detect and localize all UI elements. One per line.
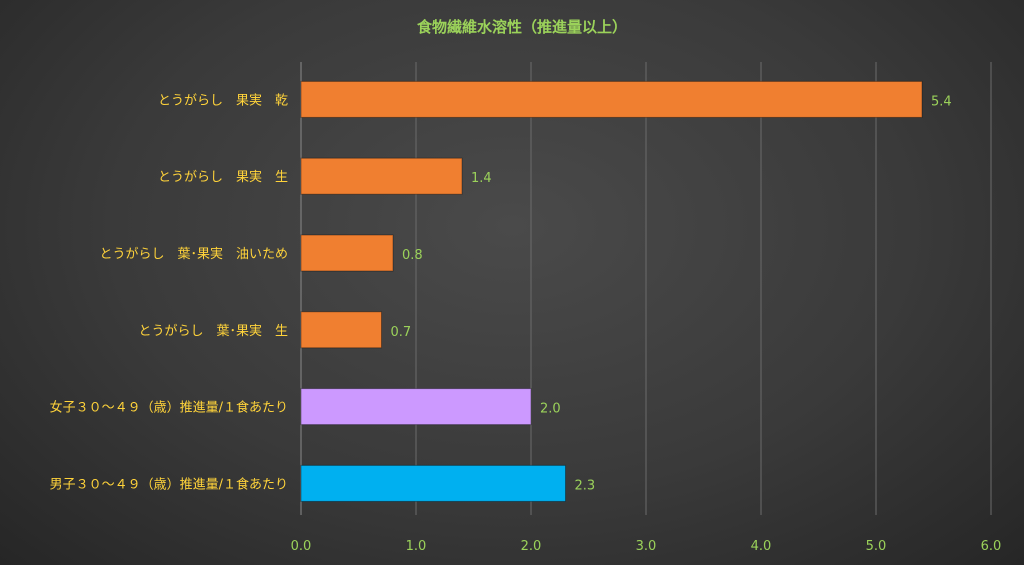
value-label: 1.4	[471, 171, 492, 186]
chart-title: 食物繊維水溶性（推進量以上）	[417, 18, 627, 36]
bar	[300, 311, 382, 349]
bar	[300, 388, 532, 426]
value-label: 5.4	[931, 94, 952, 109]
category-label: とうがらし 果実 乾	[158, 92, 288, 108]
category-label: とうがらし 果実 生	[158, 169, 288, 185]
x-tick-label: 4.0	[751, 539, 772, 554]
x-axis-ticks: 0.0 1.0 2.0 3.0 4.0 5.0 6.0	[291, 539, 1002, 554]
category-label: とうがらし 葉･果実 油いため	[99, 246, 288, 262]
value-label: 2.0	[540, 402, 561, 417]
x-tick-label: 0.0	[291, 539, 312, 554]
value-labels: 5.4 1.4 0.8 0.7 2.0 2.3	[391, 94, 952, 493]
x-tick-label: 3.0	[636, 539, 657, 554]
bar	[300, 464, 566, 502]
bars	[300, 80, 923, 502]
x-tick-label: 2.0	[521, 539, 542, 554]
category-label: 男子３０～４９（歳）推進量/１食あたり	[50, 476, 288, 492]
bar	[300, 157, 463, 195]
value-label: 0.7	[391, 325, 412, 340]
x-tick-label: 6.0	[981, 539, 1002, 554]
x-tick-label: 1.0	[406, 539, 427, 554]
x-tick-label: 5.0	[866, 539, 887, 554]
bar	[300, 234, 394, 272]
category-label: 女子３０～４９（歳）推進量/１食あたり	[50, 400, 288, 416]
category-label: とうがらし 葉･果実 生	[138, 323, 288, 339]
value-label: 0.8	[402, 248, 423, 263]
value-label: 2.3	[575, 478, 596, 493]
bar	[300, 80, 923, 118]
grid-lines	[300, 62, 992, 515]
